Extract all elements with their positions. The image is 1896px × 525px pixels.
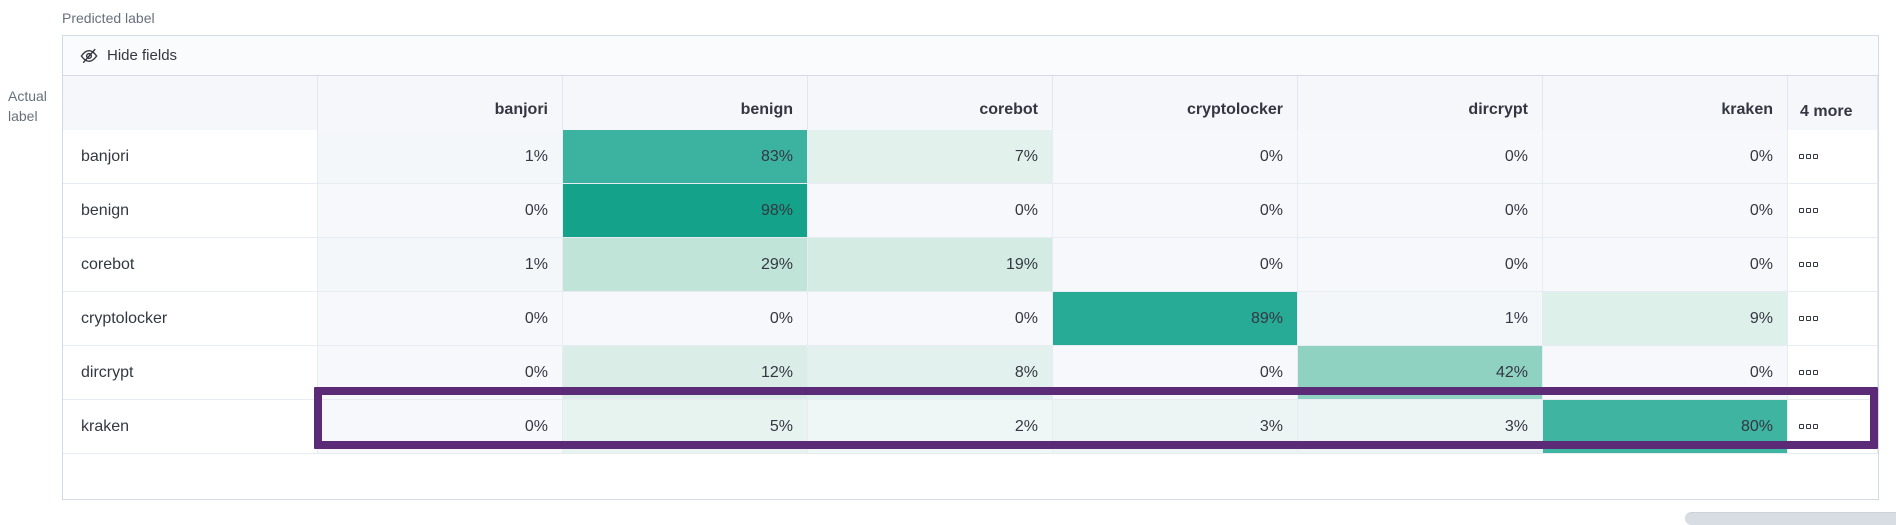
row-actions-cell bbox=[1788, 238, 1878, 292]
matrix-cell-corebot-banjori[interactable]: 1% bbox=[318, 238, 563, 292]
matrix-cell-cryptolocker-benign[interactable]: 0% bbox=[563, 292, 808, 346]
boxes-horizontal-icon bbox=[1813, 208, 1818, 213]
matrix-cell-kraken-corebot[interactable]: 2% bbox=[808, 400, 1053, 454]
boxes-horizontal-icon bbox=[1813, 424, 1818, 429]
matrix-cell-corebot-benign[interactable]: 29% bbox=[563, 238, 808, 292]
matrix-cell-benign-banjori[interactable]: 0% bbox=[318, 184, 563, 238]
boxes-horizontal-icon bbox=[1799, 262, 1804, 267]
matrix-cell-banjori-dircrypt[interactable]: 0% bbox=[1298, 130, 1543, 184]
matrix-cell-banjori-corebot[interactable]: 7% bbox=[808, 130, 1053, 184]
boxes-horizontal-icon bbox=[1806, 424, 1811, 429]
matrix-cell-banjori-benign[interactable]: 83% bbox=[563, 130, 808, 184]
matrix-cell-corebot-corebot[interactable]: 19% bbox=[808, 238, 1053, 292]
confusion-matrix-table: banjori benign corebot cryptolocker dircrypt… bbox=[63, 76, 1878, 454]
matrix-cell-benign-dircrypt[interactable]: 0% bbox=[1298, 184, 1543, 238]
boxes-horizontal-icon bbox=[1806, 262, 1811, 267]
matrix-cell-benign-corebot[interactable]: 0% bbox=[808, 184, 1053, 238]
row-actions-cell bbox=[1788, 400, 1878, 454]
matrix-cell-cryptolocker-dircrypt[interactable]: 1% bbox=[1298, 292, 1543, 346]
matrix-cell-dircrypt-kraken[interactable]: 0% bbox=[1543, 346, 1788, 400]
boxes-horizontal-icon bbox=[1813, 370, 1818, 375]
row-actions-button[interactable] bbox=[1799, 316, 1818, 321]
matrix-cell-cryptolocker-cryptolocker[interactable]: 89% bbox=[1053, 292, 1298, 346]
boxes-horizontal-icon bbox=[1799, 370, 1804, 375]
matrix-cell-kraken-kraken[interactable]: 80% bbox=[1543, 400, 1788, 454]
row-actions-cell bbox=[1788, 292, 1878, 346]
row-actions-cell bbox=[1788, 184, 1878, 238]
row-label-kraken[interactable]: kraken bbox=[63, 400, 318, 454]
hide-fields-button[interactable]: Hide fields bbox=[80, 47, 177, 65]
matrix-cell-banjori-kraken[interactable]: 0% bbox=[1543, 130, 1788, 184]
matrix-cell-dircrypt-cryptolocker[interactable]: 0% bbox=[1053, 346, 1298, 400]
boxes-horizontal-icon bbox=[1813, 316, 1818, 321]
matrix-cell-benign-kraken[interactable]: 0% bbox=[1543, 184, 1788, 238]
horizontal-scrollbar-thumb[interactable] bbox=[1685, 512, 1896, 525]
row-actions-button[interactable] bbox=[1799, 208, 1818, 213]
matrix-cell-cryptolocker-kraken[interactable]: 9% bbox=[1543, 292, 1788, 346]
row-actions-button[interactable] bbox=[1799, 262, 1818, 267]
row-label-banjori[interactable]: banjori bbox=[63, 130, 318, 184]
matrix-cell-dircrypt-benign[interactable]: 12% bbox=[563, 346, 808, 400]
hide-fields-label: Hide fields bbox=[107, 47, 178, 64]
predicted-axis-label: Predicted label bbox=[62, 10, 155, 26]
matrix-cell-corebot-cryptolocker[interactable]: 0% bbox=[1053, 238, 1298, 292]
matrix-cell-cryptolocker-banjori[interactable]: 0% bbox=[318, 292, 563, 346]
matrix-cell-banjori-cryptolocker[interactable]: 0% bbox=[1053, 130, 1298, 184]
grid-toolbar: Hide fields bbox=[63, 36, 1878, 76]
matrix-cell-cryptolocker-corebot[interactable]: 0% bbox=[808, 292, 1053, 346]
data-grid: Hide fields banjori benign corebot cryptolo… bbox=[62, 35, 1879, 500]
row-actions-button[interactable] bbox=[1799, 424, 1818, 429]
row-label-cryptolocker[interactable]: cryptolocker bbox=[63, 292, 318, 346]
matrix-cell-dircrypt-corebot[interactable]: 8% bbox=[808, 346, 1053, 400]
boxes-horizontal-icon bbox=[1799, 208, 1804, 213]
row-label-corebot[interactable]: corebot bbox=[63, 238, 318, 292]
boxes-horizontal-icon bbox=[1799, 154, 1804, 159]
boxes-horizontal-icon bbox=[1813, 262, 1818, 267]
matrix-cell-banjori-banjori[interactable]: 1% bbox=[318, 130, 563, 184]
row-actions-cell bbox=[1788, 346, 1878, 400]
matrix-cell-corebot-dircrypt[interactable]: 0% bbox=[1298, 238, 1543, 292]
boxes-horizontal-icon bbox=[1806, 316, 1811, 321]
matrix-cell-kraken-cryptolocker[interactable]: 3% bbox=[1053, 400, 1298, 454]
matrix-cell-dircrypt-dircrypt[interactable]: 42% bbox=[1298, 346, 1543, 400]
actual-axis-label: Actual label bbox=[8, 88, 47, 124]
boxes-horizontal-icon bbox=[1799, 316, 1804, 321]
boxes-horizontal-icon bbox=[1806, 154, 1811, 159]
matrix-cell-benign-cryptolocker[interactable]: 0% bbox=[1053, 184, 1298, 238]
boxes-horizontal-icon bbox=[1806, 208, 1811, 213]
matrix-cell-kraken-benign[interactable]: 5% bbox=[563, 400, 808, 454]
boxes-horizontal-icon bbox=[1813, 154, 1818, 159]
matrix-cell-kraken-banjori[interactable]: 0% bbox=[318, 400, 563, 454]
row-label-benign[interactable]: benign bbox=[63, 184, 318, 238]
row-label-dircrypt[interactable]: dircrypt bbox=[63, 346, 318, 400]
row-actions-button[interactable] bbox=[1799, 154, 1818, 159]
matrix-cell-dircrypt-banjori[interactable]: 0% bbox=[318, 346, 563, 400]
eye-closed-icon bbox=[80, 47, 98, 65]
row-actions-cell bbox=[1788, 130, 1878, 184]
matrix-cell-kraken-dircrypt[interactable]: 3% bbox=[1298, 400, 1543, 454]
boxes-horizontal-icon bbox=[1806, 370, 1811, 375]
boxes-horizontal-icon bbox=[1799, 424, 1804, 429]
matrix-cell-benign-benign[interactable]: 98% bbox=[563, 184, 808, 238]
row-actions-button[interactable] bbox=[1799, 370, 1818, 375]
matrix-cell-corebot-kraken[interactable]: 0% bbox=[1543, 238, 1788, 292]
